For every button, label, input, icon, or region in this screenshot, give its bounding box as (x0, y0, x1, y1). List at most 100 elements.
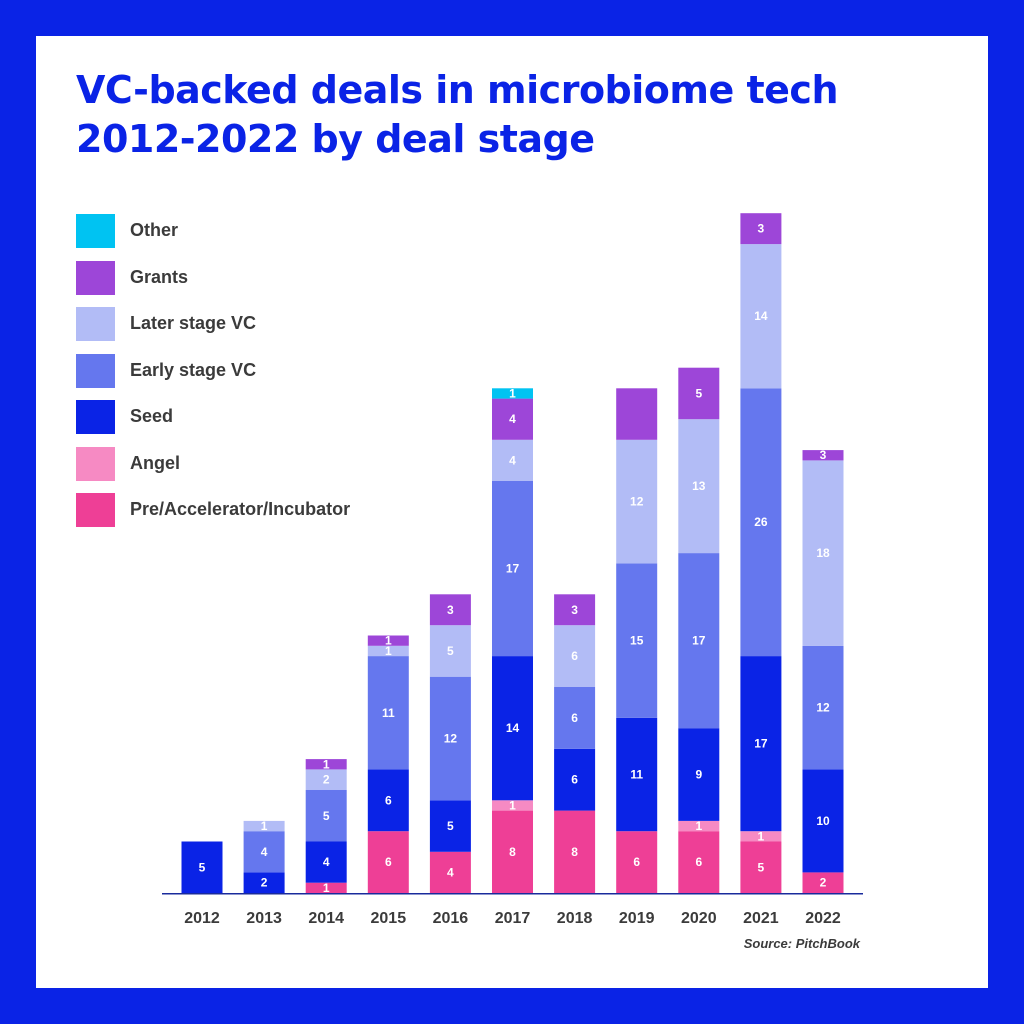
data-label-2014-later-stage-vc: 2 (323, 773, 330, 787)
bar-2019-seed (616, 717, 658, 832)
data-label-2012-seed: 5 (199, 860, 206, 874)
x-tick-label-2014: 2014 (308, 910, 344, 927)
bar-2021-angel (740, 831, 782, 842)
data-label-2014-grants: 1 (323, 757, 330, 771)
bar-2016-later-stage-vc (429, 625, 471, 677)
data-label-2016-early-stage-vc: 12 (444, 732, 458, 746)
data-label-2020-grants: 5 (695, 386, 702, 400)
data-label-2017-later-stage-vc: 4 (509, 453, 516, 467)
bar-2016-pre-accelerator-incubator (429, 851, 471, 893)
x-tick-label-2020: 2020 (681, 910, 717, 927)
bar-2012-seed (181, 841, 223, 893)
bar-2022-pre-accelerator-incubator (802, 872, 844, 893)
legend-label-early-stage-vc: Early stage VC (130, 359, 257, 380)
chart-title-line-2: 2012-2022 by deal stage (76, 117, 595, 161)
data-label-2015-grants: 1 (385, 634, 392, 648)
data-label-2018-later-stage-vc: 6 (571, 649, 578, 663)
bar-2022-seed (802, 769, 844, 873)
data-label-2017-other: 1 (509, 386, 516, 400)
bar-2015-early-stage-vc (367, 656, 409, 770)
legend-label-seed: Seed (130, 406, 174, 426)
bar-2020-pre-accelerator-incubator (678, 831, 720, 893)
bar-2015-seed (367, 769, 409, 832)
legend-label-later-stage-vc: Later stage VC (130, 313, 257, 333)
bar-2017-seed (492, 656, 533, 801)
data-label-2015-seed: 6 (385, 793, 392, 807)
x-tick-label-2016: 2016 (433, 910, 469, 927)
data-label-2020-angel: 1 (695, 819, 702, 833)
bar-2013-later-stage-vc (243, 820, 285, 832)
bar-2021-pre-accelerator-incubator (740, 841, 782, 893)
data-label-2016-grants: 3 (447, 603, 454, 617)
data-label-2022-early-stage-vc: 12 (816, 701, 830, 715)
bar-2019-early-stage-vc (616, 563, 658, 718)
bar-2016-seed (429, 800, 471, 852)
data-label-2017-grants: 4 (509, 412, 516, 426)
bar-2018-pre-accelerator-incubator (554, 810, 596, 893)
bar-2014-later-stage-vc (305, 769, 347, 790)
bar-2021-later-stage-vc (740, 244, 782, 389)
x-tick-labels-group: 2012 2013 2014 2015 2016 2017 2018 2019 2020 2021… (184, 910, 841, 927)
data-label-2021-angel: 1 (758, 829, 765, 843)
x-tick-label-2022: 2022 (805, 910, 841, 927)
bar-2014-pre-accelerator-incubator (305, 882, 347, 893)
legend-label-pre-accelerator-incubator: Pre/Accelerator/Incubator (130, 499, 351, 519)
bar-2016-early-stage-vc (429, 676, 471, 801)
bar-2017-angel (492, 800, 533, 811)
data-label-2022-seed: 10 (816, 814, 830, 828)
data-label-2016-later-stage-vc: 5 (447, 644, 454, 658)
bar-2021-grants (740, 213, 782, 245)
chart-card: VC-backed deals in microbiome tech 2012-… (36, 36, 988, 988)
data-label-2020-later-stage-vc: 13 (692, 479, 706, 493)
bar-2018-later-stage-vc (554, 625, 596, 687)
bar-2013-seed (243, 872, 285, 893)
bar-2014-early-stage-vc (305, 790, 347, 842)
bar-2019-pre-accelerator-incubator (616, 831, 658, 893)
legend-swatch-later-stage-vc (76, 307, 115, 341)
bar-2018-grants (554, 594, 596, 626)
bar-2021-early-stage-vc (740, 388, 782, 657)
bar-2020-later-stage-vc (678, 419, 720, 554)
data-label-2014-pre-accelerator-incubator: 1 (323, 881, 330, 895)
bar-2015-grants (367, 635, 409, 646)
data-label-2015-later-stage-vc: 1 (385, 644, 392, 658)
data-label-2017-seed: 14 (506, 721, 520, 735)
data-labels-group: 5241145216611114512538114174418666361115… (199, 222, 830, 895)
x-tick-label-2015: 2015 (371, 910, 407, 927)
data-label-2017-pre-accelerator-incubator: 8 (509, 845, 516, 859)
legend-label-grants: Grants (130, 266, 189, 287)
data-label-2018-pre-accelerator-incubator: 8 (571, 845, 578, 859)
data-label-2018-grants: 3 (571, 603, 578, 617)
bar-2017-other (492, 388, 533, 399)
x-tick-label-2021: 2021 (743, 910, 779, 927)
bar-2017-later-stage-vc (492, 439, 533, 481)
x-tick-label-2018: 2018 (557, 910, 593, 927)
data-label-2013-later-stage-vc: 1 (261, 819, 268, 833)
bar-2015-pre-accelerator-incubator (367, 831, 409, 893)
source-note: Source: PitchBook (743, 936, 860, 951)
data-label-2020-pre-accelerator-incubator: 6 (695, 855, 702, 869)
bar-2022-later-stage-vc (802, 460, 844, 646)
data-label-2016-seed: 5 (447, 819, 454, 833)
data-label-2022-grants: 3 (820, 448, 827, 462)
data-label-2014-early-stage-vc: 5 (323, 809, 330, 823)
bar-2018-seed (554, 748, 596, 811)
chart-title-line-1: VC-backed deals in microbiome tech (76, 68, 839, 112)
bar-2014-grants (305, 759, 347, 770)
bar-2019-later-stage-vc (616, 439, 658, 564)
legend-label-other: Other (130, 220, 179, 240)
data-label-2021-later-stage-vc: 14 (754, 309, 768, 323)
bar-2017-early-stage-vc (492, 481, 533, 657)
bar-2021-seed (740, 656, 782, 832)
bar-2017-pre-accelerator-incubator (492, 810, 533, 893)
data-label-2019-pre-accelerator-incubator: 6 (633, 855, 640, 869)
bar-2016-grants (429, 594, 471, 626)
data-label-2017-angel: 1 (509, 798, 516, 812)
data-label-2021-seed: 17 (754, 737, 768, 751)
data-label-2020-seed: 9 (695, 768, 702, 782)
data-label-2018-seed: 6 (571, 773, 578, 787)
data-label-2022-pre-accelerator-incubator: 2 (820, 876, 827, 890)
bar-2014-seed (305, 841, 347, 883)
bar-2018-early-stage-vc (554, 687, 596, 749)
legend-swatch-grants (76, 260, 115, 295)
